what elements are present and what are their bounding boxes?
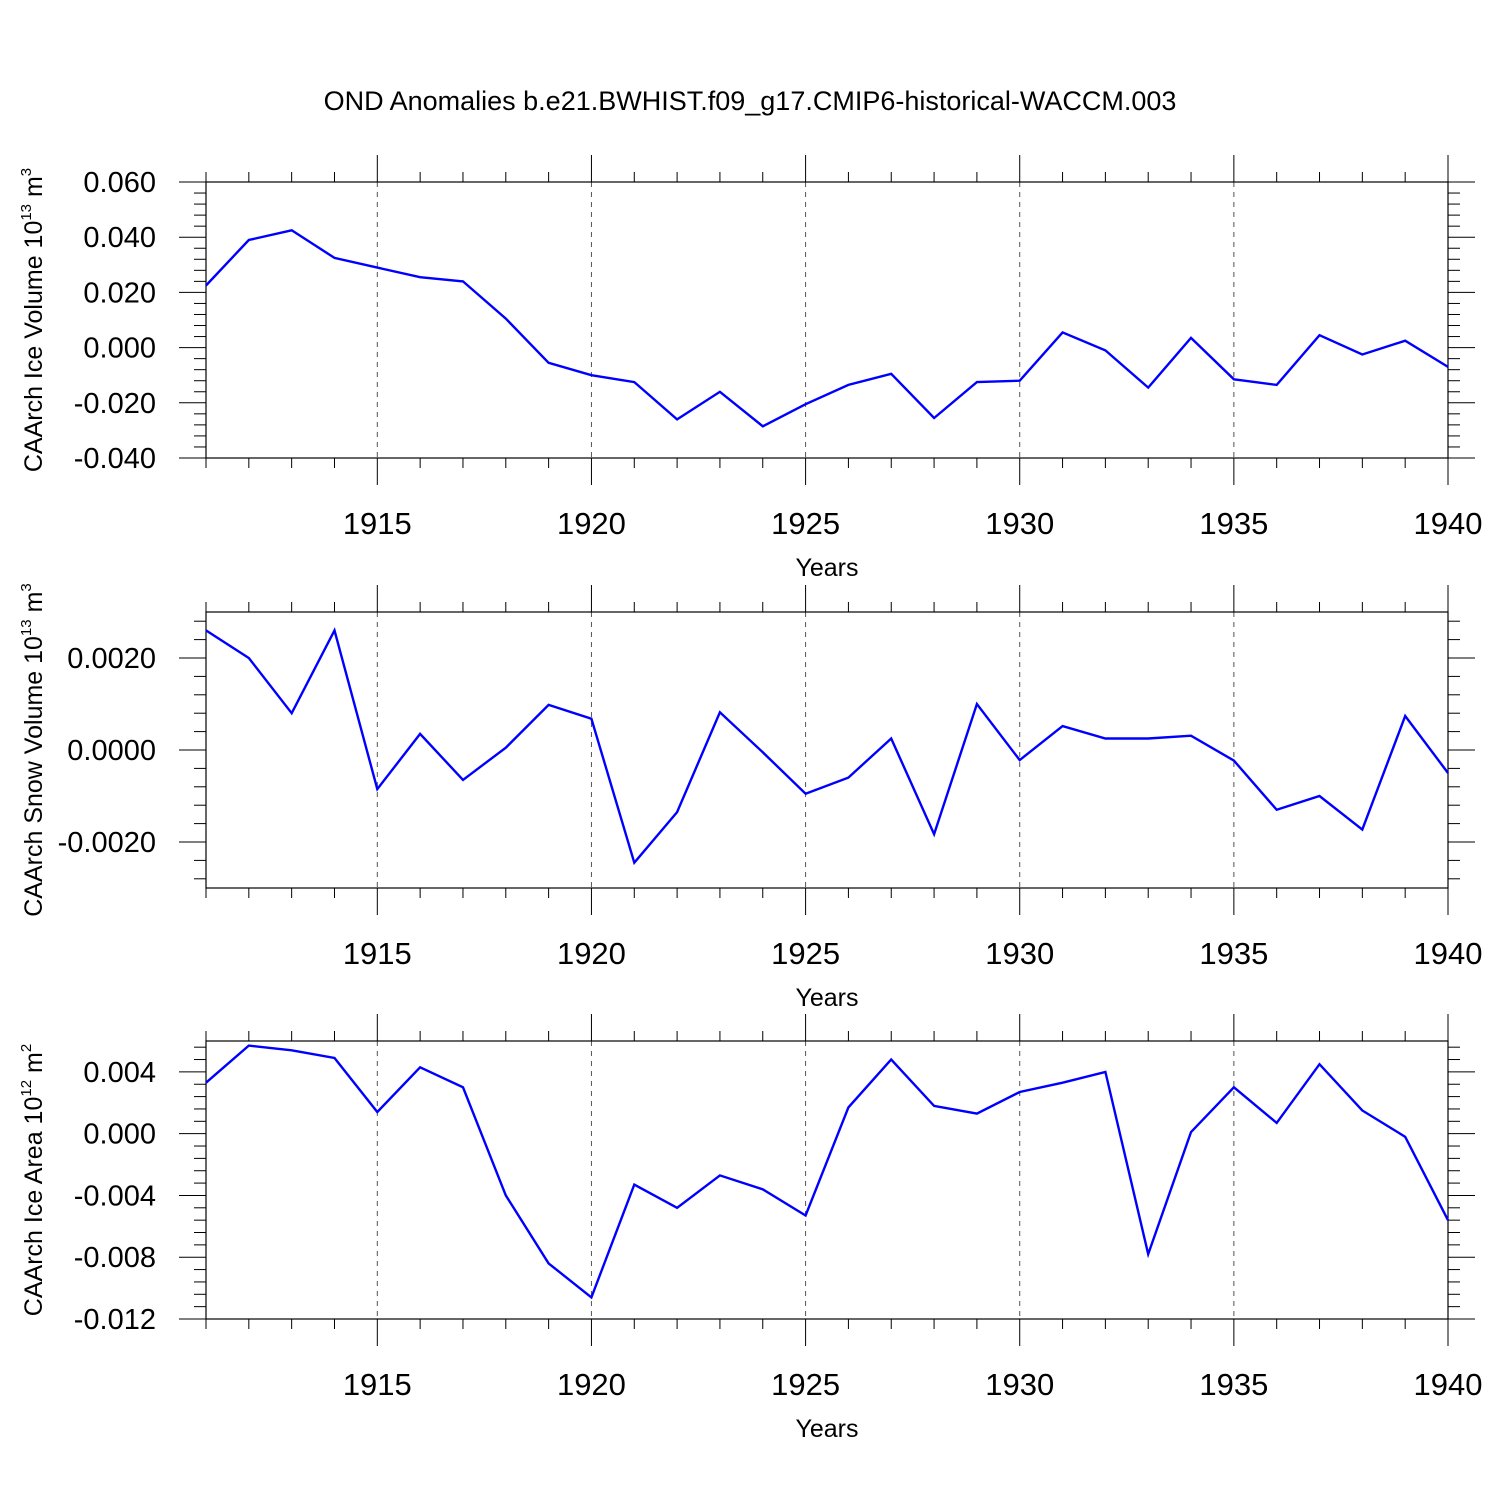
chart-1-xtick-label: 1915 <box>343 506 412 541</box>
chart-1-xtick-label: 1935 <box>1199 506 1268 541</box>
chart-3-xtick-label: 1940 <box>1414 1367 1483 1402</box>
chart-panels: -0.040 -0.020 0.000 0.020 0.040 0.060 1915 1920… <box>18 155 1482 1443</box>
chart-3-xlabel: Years <box>795 1415 858 1443</box>
chart-1-panel: -0.040 -0.020 0.000 0.020 0.040 0.060 1915 1920… <box>18 155 1482 582</box>
chart-3-ytick-label: -0.004 <box>74 1180 156 1212</box>
chart-3-series-line <box>205 1044 1450 1300</box>
chart-1-xtick-label: 1920 <box>557 506 626 541</box>
chart-2-xtick-label: 1915 <box>343 936 412 971</box>
chart-2-xtick-label: 1930 <box>985 936 1054 971</box>
chart-1-ytick-label: -0.040 <box>74 443 156 475</box>
chart-2-ytick-label: -0.0020 <box>58 827 156 859</box>
chart-1-ytick-label: -0.020 <box>74 388 156 420</box>
chart-1-ytick-label: 0.060 <box>83 167 156 199</box>
chart-2-xtick-label: 1940 <box>1414 936 1483 971</box>
chart-3-xtick-label: 1935 <box>1199 1367 1268 1402</box>
chart-1-xlabel: Years <box>795 554 858 582</box>
chart-2-ytick-label: 0.0020 <box>67 643 156 675</box>
chart-2-xtick-label: 1925 <box>771 936 840 971</box>
chart-1-ytick-label: 0.040 <box>83 222 156 254</box>
chart-3-frame <box>205 1040 1449 1320</box>
chart-2-ytick-label: 0.0000 <box>67 735 156 767</box>
chart-3-ytick-label: -0.008 <box>74 1242 156 1274</box>
chart-3-xtick-label: 1920 <box>557 1367 626 1402</box>
chart-3-xtick-label: 1925 <box>771 1367 840 1402</box>
chart-2-xlabel: Years <box>795 984 858 1012</box>
chart-1-xtick-label: 1930 <box>985 506 1054 541</box>
chart-1-ylabel: CAArch Ice Volume 1013 m3 <box>18 168 48 472</box>
chart-2-series-line <box>205 627 1449 866</box>
chart-3-ytick-label: -0.012 <box>74 1304 156 1336</box>
chart-1-frame <box>205 181 1449 459</box>
chart-2-xtick-label: 1935 <box>1199 936 1268 971</box>
chart-2-xtick-label: 1920 <box>557 936 626 971</box>
chart-title: OND Anomalies b.e21.BWHIST.f09_g17.CMIP6… <box>324 86 1177 116</box>
chart-2-ylabel: CAArch Snow Volume 1013 m3 <box>18 583 48 917</box>
chart-1-ytick-label: 0.020 <box>83 277 156 309</box>
chart-2-panel: -0.0020 0.0000 0.0020 1915 1920 1925 1930 1935 1… <box>18 583 1482 1012</box>
chart-2-frame <box>205 611 1449 889</box>
chart-3-ylabel: CAArch Ice Area 1012 m2 <box>18 1044 48 1316</box>
chart-3-ytick-label: 0.000 <box>83 1119 156 1151</box>
chart-1-xtick-label: 1925 <box>771 506 840 541</box>
chart-3-xtick-label: 1930 <box>985 1367 1054 1402</box>
chart-1-ytick-label: 0.000 <box>83 333 156 365</box>
chart-3-panel: -0.012 -0.008 -0.004 0.000 0.004 1915 1920 1925… <box>18 1014 1482 1443</box>
chart-3-xtick-label: 1915 <box>343 1367 412 1402</box>
chart-1-xtick-label: 1940 <box>1414 506 1483 541</box>
chart-3-ytick-label: 0.004 <box>83 1057 156 1089</box>
chart-1-series-line <box>205 229 1449 428</box>
